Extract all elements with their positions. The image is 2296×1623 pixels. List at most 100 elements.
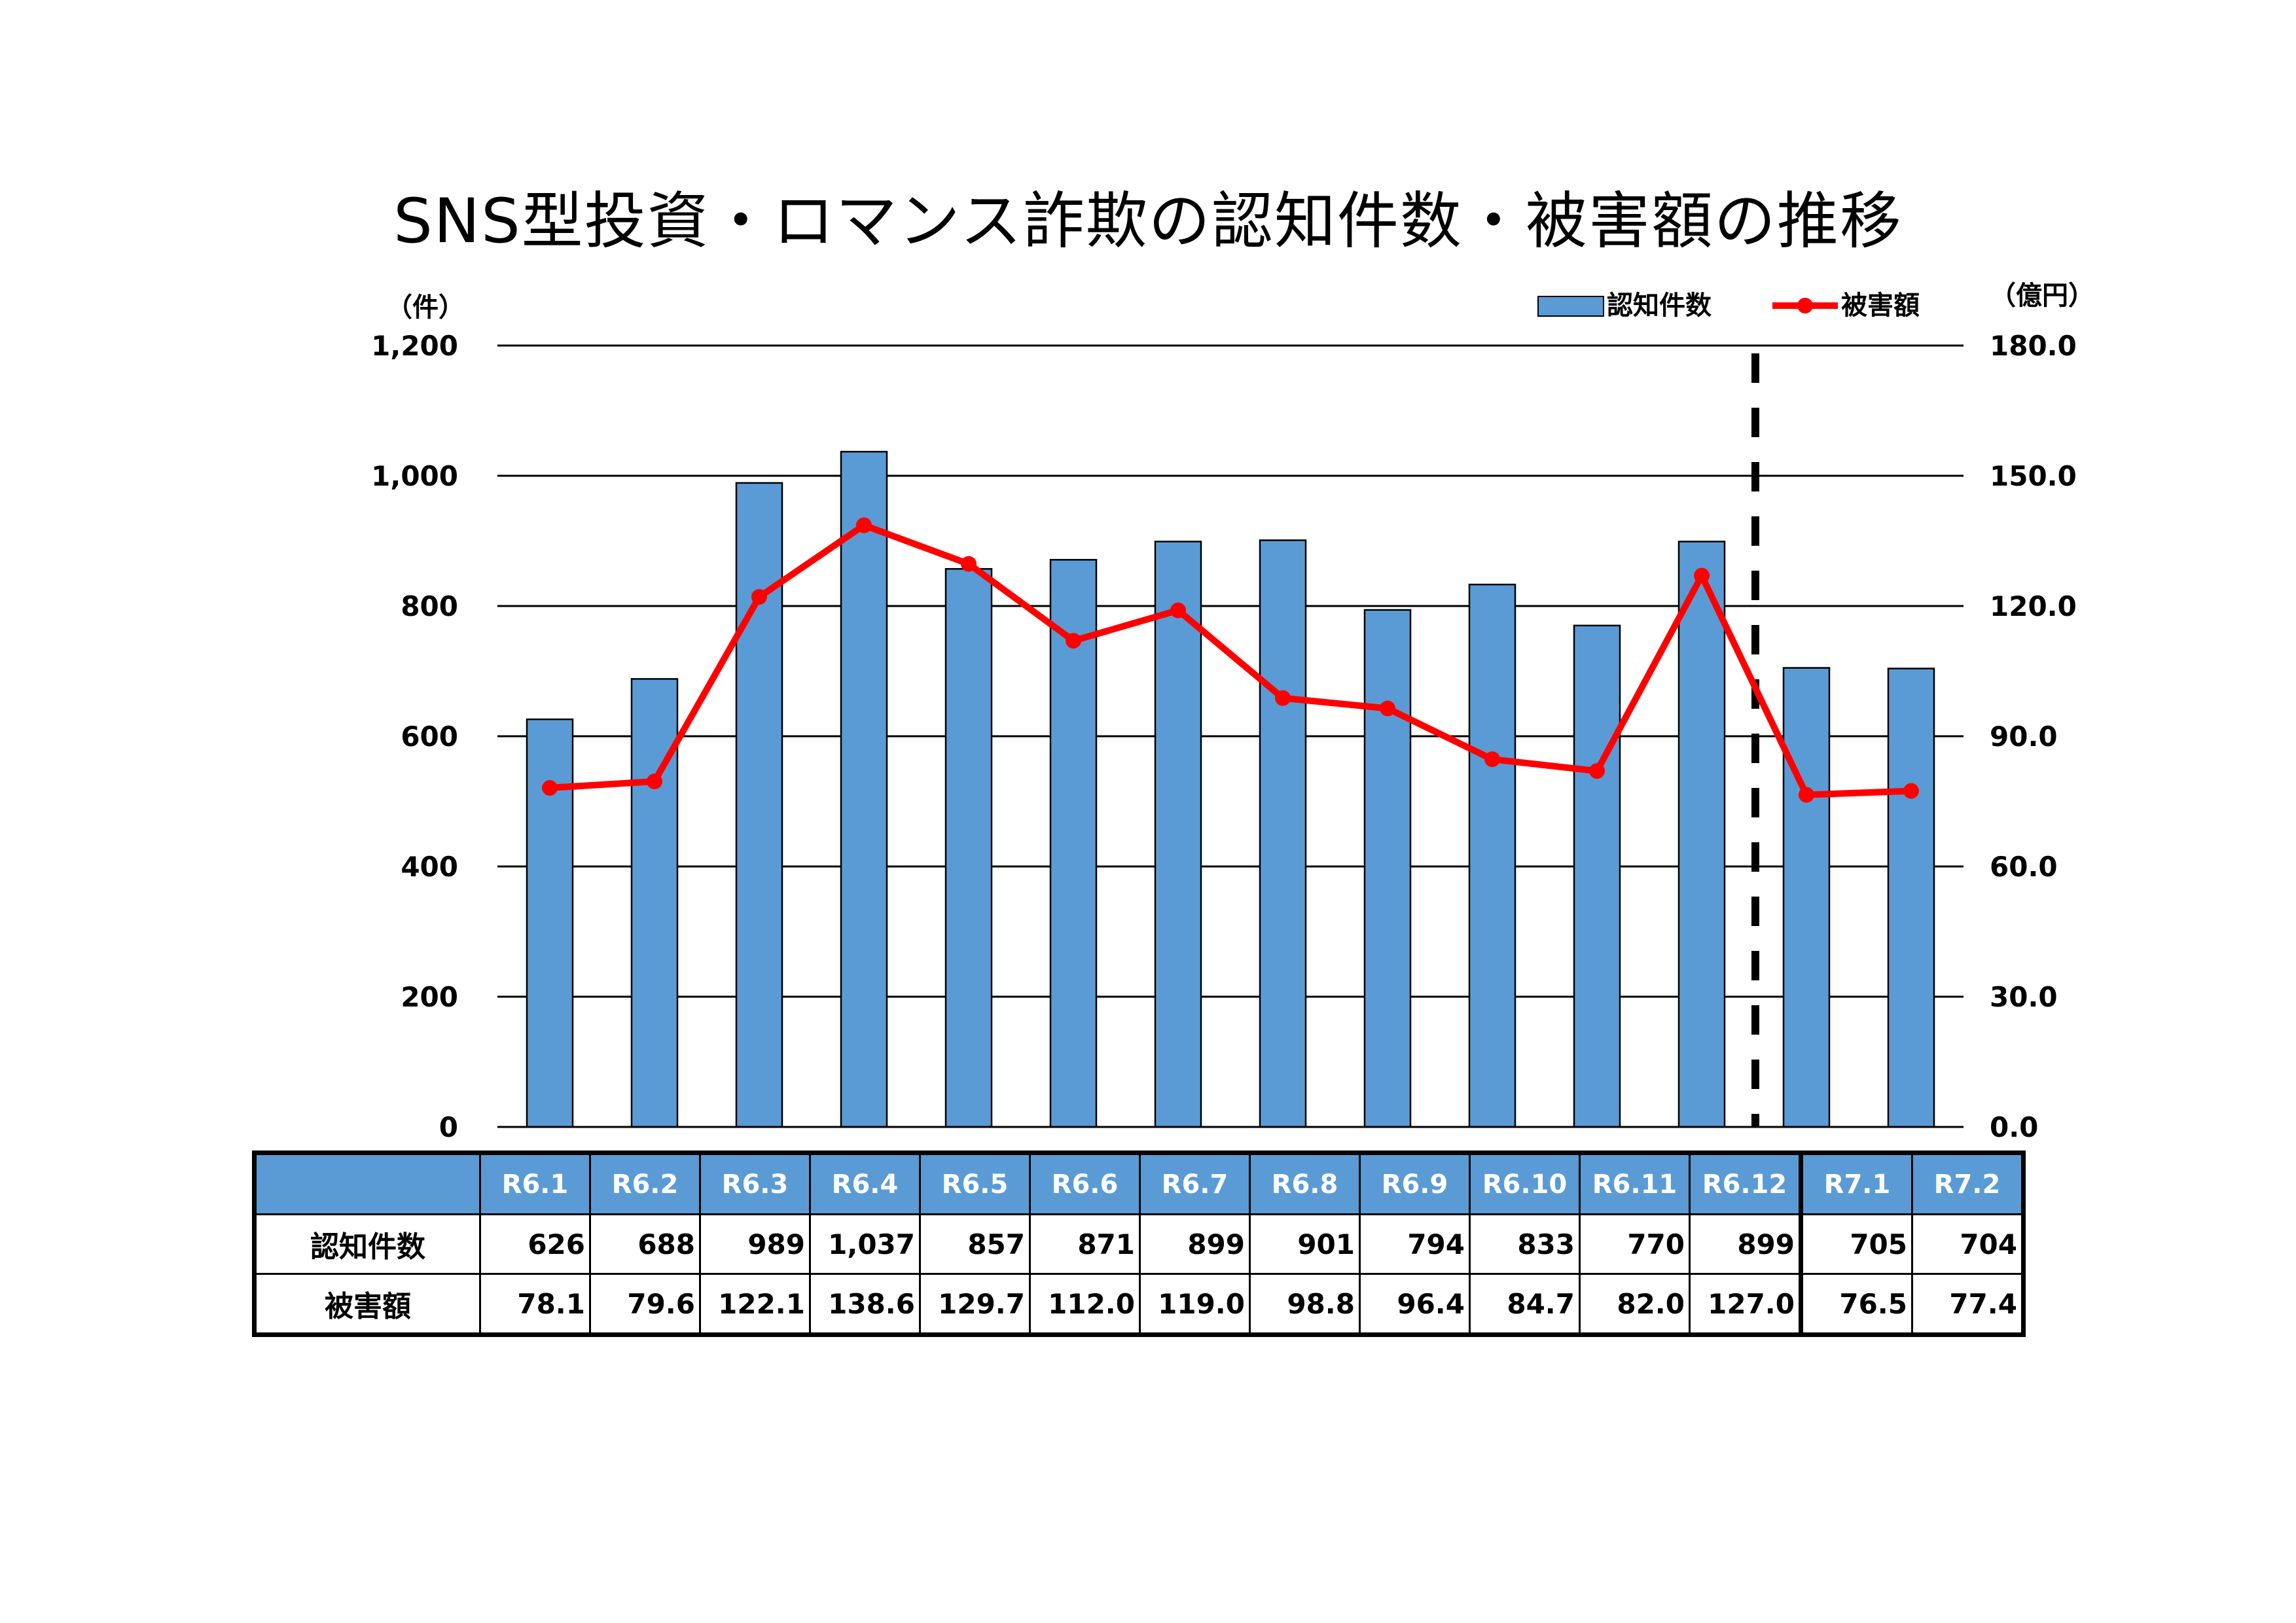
damage-point [751,589,767,605]
table-row-label: 認知件数 [252,1213,481,1275]
right-tick-label: 0.0 [1990,1111,2038,1143]
damage-point [1066,633,1081,649]
table-cell: 704 [1911,1213,2026,1275]
right-tick-label: 120.0 [1990,590,2077,622]
damage-point [542,779,558,796]
damage-point [1380,700,1395,717]
table-header-cell: R6.11 [1579,1150,1691,1215]
bar [1782,667,1831,1128]
bar [630,678,679,1128]
table-cell: 82.0 [1579,1273,1691,1337]
table-header-cell: R6.9 [1359,1150,1471,1215]
table-cell: 989 [699,1213,811,1275]
left-tick-label: 800 [401,590,458,622]
table-row-label: 被害額 [252,1273,481,1337]
bar [1573,624,1621,1128]
table-cell: 857 [919,1213,1031,1275]
bar [1677,541,1726,1128]
damage-point [1903,783,1919,799]
table-header-cell: R6.2 [589,1150,701,1215]
data-table: R6.1 R6.2 R6.3 R6.4 R6.5 R6.6 R6.7 R6.8 R6.9 R6.1… [252,1150,2026,1337]
table-header-cell: R6.3 [699,1150,811,1215]
left-tick-label: 1,200 [371,330,458,362]
table-cell: 871 [1029,1213,1141,1275]
damage-point [1170,602,1186,618]
table-header-cell: R6.4 [809,1150,921,1215]
left-tick-label: 400 [401,851,458,883]
table-cell: 112.0 [1029,1273,1141,1337]
legend-line-marker [1797,298,1813,313]
left-tick-label: 200 [401,981,458,1013]
bar [1154,541,1202,1128]
table-header-cell: R6.12 [1689,1150,1803,1215]
right-tick-label: 150.0 [1990,460,2077,492]
table-cell: 78.1 [479,1273,591,1337]
table-cell: 770 [1579,1213,1691,1275]
bar [840,450,888,1128]
table-cell: 705 [1800,1213,1913,1275]
damage-point [856,517,872,533]
right-tick-label: 60.0 [1990,851,2058,883]
legend-line-label: 被害額 [1841,291,1920,321]
table-cell: 96.4 [1359,1273,1471,1337]
legend-bar-swatch [1537,296,1604,317]
table-header-row: R6.1 R6.2 R6.3 R6.4 R6.5 R6.6 R6.7 R6.8 R6.9 R6.1… [252,1150,2026,1215]
table-row: 認知件数 626 688 989 1,037 857 871 899 901 794 833 770 8… [252,1213,2026,1275]
table-cell: 77.4 [1911,1273,2026,1337]
bar [735,482,783,1128]
table-cell: 1,037 [809,1213,921,1275]
table-cell: 84.7 [1469,1273,1581,1337]
table-header-cell: R6.6 [1029,1150,1141,1215]
table-header-cell: R6.7 [1139,1150,1251,1215]
chart-title: SNS型投資・ロマンス詐欺の認知件数・被害額の推移 [393,186,1903,257]
right-tick-label: 180.0 [1990,330,2077,362]
right-tick-label: 30.0 [1990,981,2058,1013]
table-cell: 833 [1469,1213,1581,1275]
table-cell: 138.6 [809,1273,921,1337]
damage-point [1694,567,1710,584]
legend-bar-label: 認知件数 [1607,291,1712,321]
damage-point [1275,690,1291,706]
table-corner-cell [252,1150,481,1215]
bar [1363,609,1412,1128]
axis-labels: 0 0.0 200 30.0 400 60.0 600 90.0 800 120.0 1,000 15… [371,281,2094,1143]
right-tick-label: 90.0 [1990,721,2058,753]
axes [497,353,1964,1128]
damage-point [1589,763,1605,779]
table-cell: 127.0 [1689,1273,1803,1337]
table-cell: 79.6 [589,1273,701,1337]
bar [1468,583,1516,1128]
line-series [542,517,1919,803]
table-cell: 98.8 [1249,1273,1361,1337]
damage-line [549,522,1912,798]
legend: 認知件数 被害額 [1537,291,1920,321]
table-header-cell: R7.1 [1800,1150,1913,1215]
left-tick-label: 1,000 [371,460,458,492]
left-axis-unit: （件） [386,293,465,323]
table-row: 被害額 78.1 79.6 122.1 138.6 129.7 112.0 119.0 98.8… [252,1273,2026,1337]
table-cell: 794 [1359,1213,1471,1275]
table-cell: 899 [1139,1213,1251,1275]
table-header-cell: R6.8 [1249,1150,1361,1215]
damage-point [647,773,662,789]
table-cell: 119.0 [1139,1273,1251,1337]
table-cell: 76.5 [1800,1273,1913,1337]
table-header-cell: R6.1 [479,1150,591,1215]
bar [1259,539,1307,1128]
damage-point [1484,751,1500,768]
left-tick-label: 0 [439,1111,458,1143]
bar [944,568,993,1128]
damage-point [961,556,977,572]
table-header-cell: R7.2 [1911,1150,2026,1215]
bar-series [526,450,1935,1128]
table-cell: 688 [589,1213,701,1275]
right-axis-unit: （億円） [1990,281,2094,311]
table-cell: 899 [1689,1213,1803,1275]
damage-point [1799,787,1814,803]
table-cell: 122.1 [699,1273,811,1337]
table-cell: 129.7 [919,1273,1031,1337]
table-header-cell: R6.5 [919,1150,1031,1215]
table-cell: 901 [1249,1213,1361,1275]
table-header-cell: R6.10 [1469,1150,1581,1215]
